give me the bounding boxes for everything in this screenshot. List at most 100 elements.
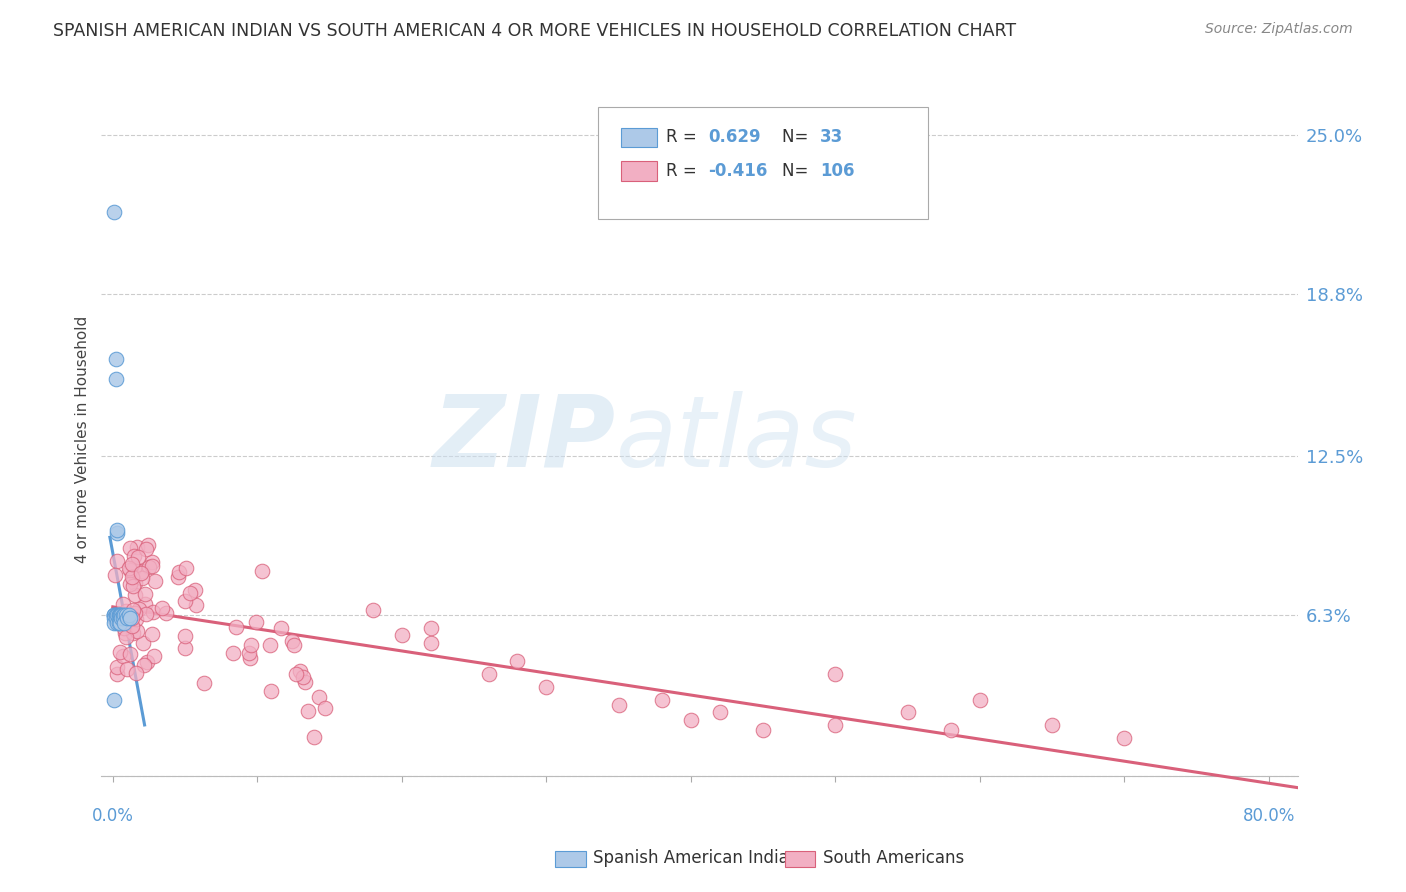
Point — [115, 604, 138, 618]
Point — [179, 585, 201, 599]
Point — [1114, 731, 1136, 745]
Point — [184, 583, 207, 598]
Point — [134, 657, 156, 672]
Point — [135, 655, 157, 669]
Point — [127, 624, 149, 638]
Point — [141, 555, 163, 569]
Text: 0.0%: 0.0% — [91, 807, 134, 825]
Point — [118, 648, 141, 662]
Point — [536, 680, 558, 694]
Text: R =: R = — [666, 128, 703, 146]
Point — [238, 646, 260, 660]
Text: 80.0%: 80.0% — [1243, 807, 1295, 825]
Point — [709, 706, 731, 720]
Point — [104, 607, 127, 622]
Point — [122, 603, 145, 617]
Point — [129, 566, 152, 580]
Point — [104, 610, 127, 624]
Text: atlas: atlas — [616, 391, 858, 488]
Point — [121, 558, 143, 572]
Point — [103, 610, 125, 624]
Point — [361, 603, 384, 617]
Point — [127, 550, 149, 565]
Point — [104, 372, 127, 386]
Point — [308, 690, 330, 704]
Point — [107, 610, 129, 624]
Point — [103, 692, 125, 706]
Point — [225, 620, 247, 634]
Point — [419, 636, 441, 650]
Point — [135, 607, 157, 622]
Point — [114, 630, 136, 644]
Point — [897, 706, 920, 720]
Point — [103, 607, 125, 622]
Point — [651, 692, 673, 706]
Point — [174, 594, 197, 608]
Point — [105, 607, 128, 622]
Point — [134, 587, 156, 601]
Point — [270, 621, 292, 635]
Point — [419, 621, 441, 635]
Point — [969, 692, 991, 706]
Point — [239, 651, 262, 665]
Point — [122, 579, 145, 593]
Point — [107, 607, 129, 622]
Point — [240, 638, 263, 652]
Point — [108, 615, 131, 630]
Point — [288, 664, 311, 678]
Point — [281, 634, 304, 648]
Point — [167, 565, 190, 579]
Point — [120, 541, 142, 555]
Point — [824, 667, 846, 681]
Point — [104, 351, 127, 366]
Point — [193, 676, 215, 690]
Point — [259, 639, 281, 653]
Point — [122, 625, 145, 640]
Point — [824, 718, 846, 732]
Point — [121, 619, 143, 633]
Point — [121, 570, 143, 584]
Point — [114, 625, 136, 640]
Point — [111, 597, 134, 611]
Point — [939, 723, 962, 738]
Point — [294, 674, 316, 689]
Point — [120, 610, 142, 624]
Point — [506, 654, 529, 668]
Point — [135, 541, 157, 556]
Point — [125, 540, 148, 554]
Point — [167, 570, 190, 584]
Point — [1040, 718, 1063, 732]
Point — [117, 661, 139, 675]
Point — [103, 607, 125, 622]
Point — [104, 568, 127, 582]
Text: ZIP: ZIP — [433, 391, 616, 488]
Point — [118, 560, 141, 574]
Point — [141, 558, 163, 573]
Point — [107, 607, 129, 622]
Text: Spanish American Indians: Spanish American Indians — [593, 849, 808, 867]
Point — [131, 571, 153, 585]
Point — [121, 572, 143, 586]
Text: R =: R = — [666, 162, 703, 180]
Point — [150, 601, 173, 615]
Point — [128, 602, 150, 616]
Point — [103, 205, 125, 219]
Point — [134, 597, 156, 611]
Point — [111, 610, 134, 624]
Point — [105, 615, 128, 630]
Point — [155, 606, 177, 620]
Point — [118, 577, 141, 591]
Text: SPANISH AMERICAN INDIAN VS SOUTH AMERICAN 4 OR MORE VEHICLES IN HOUSEHOLD CORREL: SPANISH AMERICAN INDIAN VS SOUTH AMERICA… — [53, 22, 1017, 40]
Text: N=: N= — [782, 128, 813, 146]
Point — [174, 640, 197, 655]
Point — [114, 607, 136, 622]
Point — [111, 607, 134, 622]
Point — [314, 701, 336, 715]
Point — [143, 574, 166, 588]
Point — [173, 629, 195, 643]
Point — [391, 628, 413, 642]
Point — [291, 670, 314, 684]
Text: N=: N= — [782, 162, 813, 180]
Point — [105, 660, 128, 674]
Point — [607, 698, 630, 712]
